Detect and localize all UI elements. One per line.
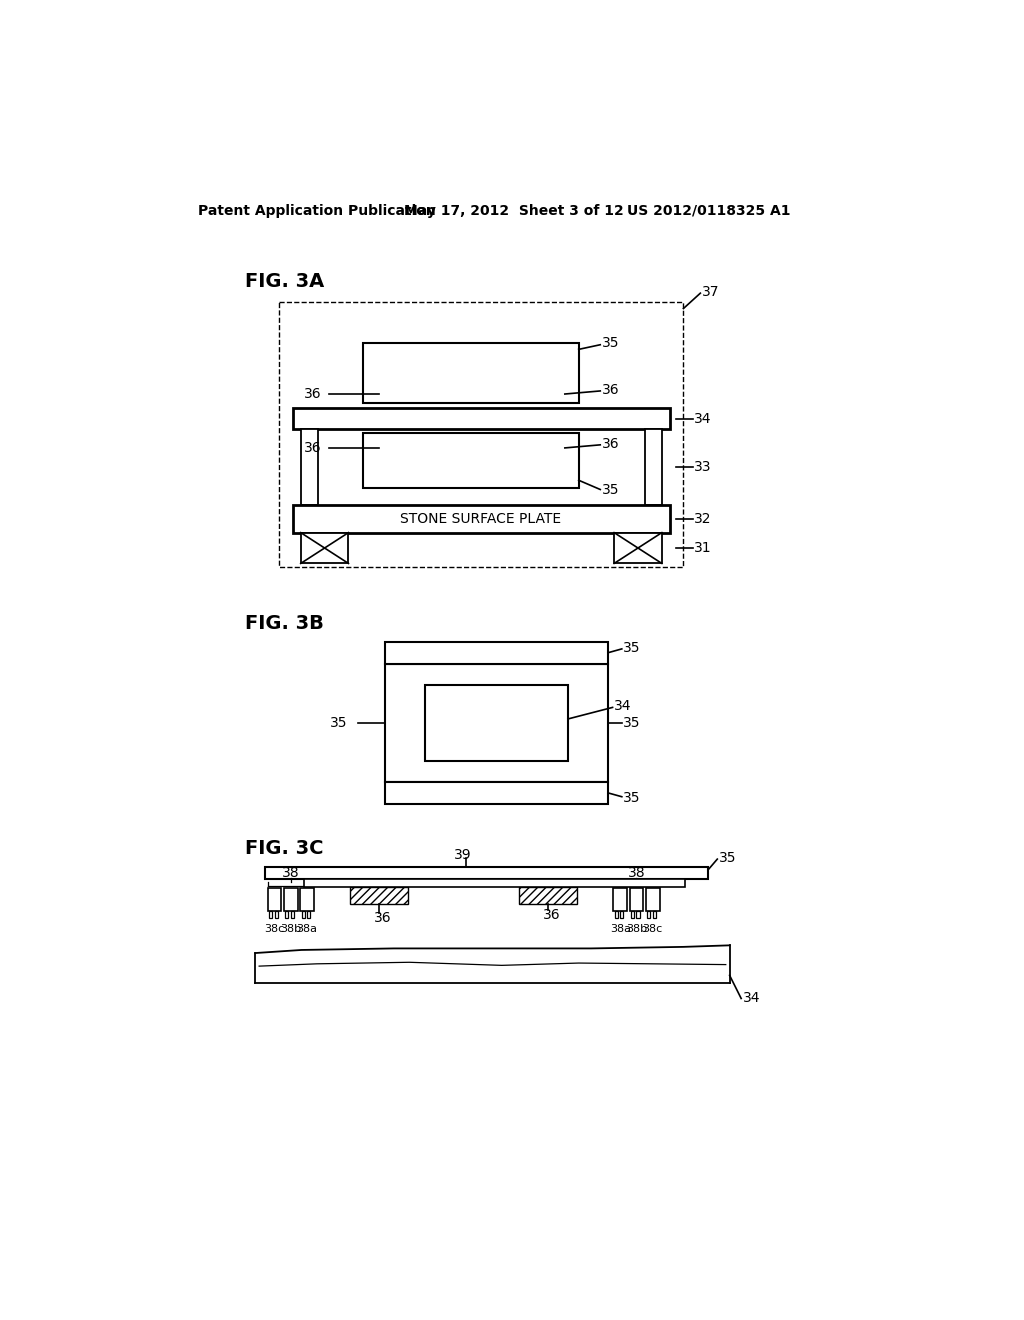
Bar xyxy=(267,888,282,911)
Bar xyxy=(614,911,617,919)
Text: 35: 35 xyxy=(624,642,641,655)
Text: 34: 34 xyxy=(694,412,712,425)
Bar xyxy=(304,879,685,887)
Bar xyxy=(269,911,272,919)
Bar xyxy=(524,441,565,455)
Bar xyxy=(274,911,278,919)
Bar xyxy=(425,685,568,760)
Text: 34: 34 xyxy=(742,991,760,1006)
Text: 36: 36 xyxy=(304,441,322,455)
Text: 35: 35 xyxy=(602,483,620,498)
Bar xyxy=(645,429,662,506)
Bar xyxy=(301,429,317,506)
Bar xyxy=(519,887,578,904)
Bar xyxy=(300,888,313,911)
Bar xyxy=(385,664,608,781)
Bar xyxy=(637,911,640,919)
Bar xyxy=(613,888,628,911)
Text: 38: 38 xyxy=(628,866,645,880)
Bar xyxy=(385,781,608,804)
Text: 36: 36 xyxy=(544,908,561,921)
Bar xyxy=(291,911,294,919)
Text: FIG. 3B: FIG. 3B xyxy=(245,614,324,634)
Bar xyxy=(293,408,670,429)
Text: US 2012/0118325 A1: US 2012/0118325 A1 xyxy=(628,203,791,218)
Bar xyxy=(646,888,659,911)
Bar xyxy=(284,888,298,911)
Bar xyxy=(631,911,634,919)
Text: 34: 34 xyxy=(614,698,632,713)
Text: 35: 35 xyxy=(624,791,641,804)
Text: 37: 37 xyxy=(701,285,720,298)
Bar xyxy=(377,441,417,455)
Text: 38a: 38a xyxy=(296,924,317,935)
Bar xyxy=(301,911,304,919)
Text: 35: 35 xyxy=(602,337,620,350)
Text: Patent Application Publication: Patent Application Publication xyxy=(199,203,436,218)
Text: 39: 39 xyxy=(455,849,472,862)
Text: 33: 33 xyxy=(694,461,712,474)
Bar xyxy=(307,911,310,919)
Text: 32: 32 xyxy=(694,512,712,525)
Text: 38b: 38b xyxy=(281,924,301,935)
Text: FIG. 3A: FIG. 3A xyxy=(245,272,324,292)
Text: 38b: 38b xyxy=(626,924,647,935)
Text: May 17, 2012  Sheet 3 of 12: May 17, 2012 Sheet 3 of 12 xyxy=(403,203,624,218)
Text: 36: 36 xyxy=(374,911,391,924)
Bar xyxy=(614,533,662,564)
Bar xyxy=(350,887,408,904)
Bar xyxy=(647,911,650,919)
Bar xyxy=(652,911,655,919)
Text: 35: 35 xyxy=(719,850,736,865)
Bar xyxy=(385,642,608,664)
Bar xyxy=(364,433,579,488)
Text: 38c: 38c xyxy=(642,924,663,935)
Bar xyxy=(286,911,289,919)
Text: 38: 38 xyxy=(282,866,300,880)
Bar xyxy=(265,867,708,879)
Bar xyxy=(364,343,579,404)
Text: 36: 36 xyxy=(602,437,620,451)
Text: 36: 36 xyxy=(304,387,322,401)
Text: 35: 35 xyxy=(330,715,348,730)
Text: 31: 31 xyxy=(694,541,712,554)
Text: 38a: 38a xyxy=(609,924,631,935)
Bar xyxy=(630,888,643,911)
Text: FIG. 3C: FIG. 3C xyxy=(245,838,323,858)
Text: 35: 35 xyxy=(624,715,641,730)
Bar xyxy=(280,302,683,566)
Text: 36: 36 xyxy=(602,383,620,397)
Bar xyxy=(377,387,417,401)
Text: STONE SURFACE PLATE: STONE SURFACE PLATE xyxy=(400,512,561,525)
Bar xyxy=(293,506,670,533)
Bar xyxy=(301,533,348,564)
Bar xyxy=(621,911,624,919)
Text: 38c: 38c xyxy=(264,924,285,935)
Bar xyxy=(524,387,565,401)
